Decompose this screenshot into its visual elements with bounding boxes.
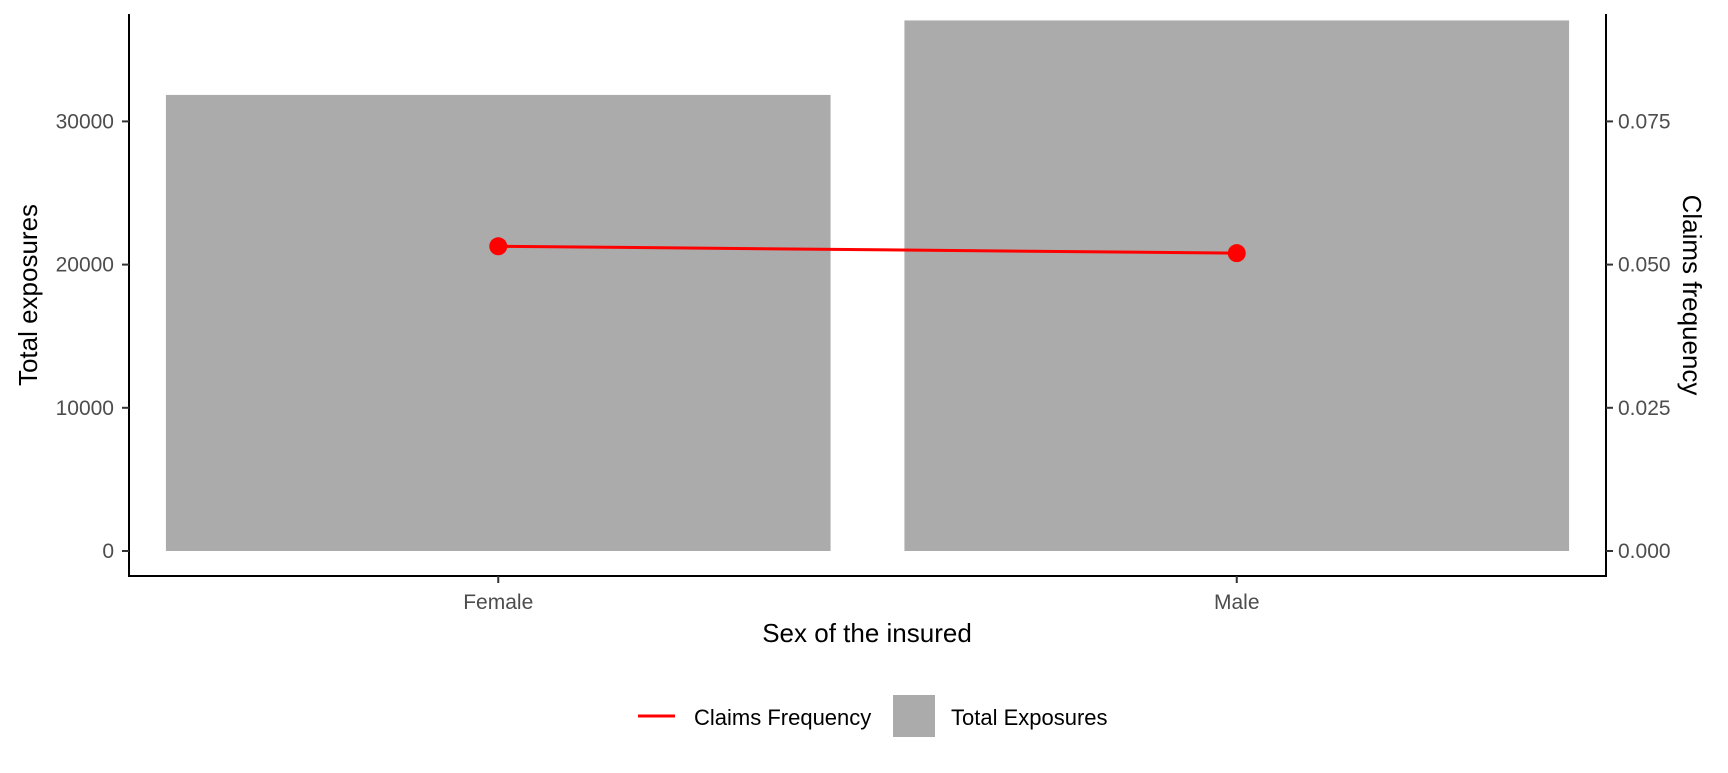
legend-total-exposures-label: Total Exposures [951, 705, 1108, 730]
legend-total-exposures-swatch [893, 695, 935, 737]
left-y-axis-title: Total exposures [13, 204, 43, 386]
x-tick-label: Female [463, 591, 533, 614]
bar-male [904, 20, 1570, 552]
left-y-tick-label: 0 [102, 540, 114, 563]
left-y-tick-label: 20000 [56, 254, 114, 277]
claims-frequency-line [498, 244, 1237, 255]
left-y-ticks: 0 10000 20000 30000 [56, 110, 129, 563]
right-y-ticks: 0.000 0.025 0.050 0.075 [1606, 110, 1671, 563]
right-y-tick-label: 0.075 [1618, 110, 1671, 133]
bars-layer [165, 20, 1570, 552]
left-y-tick-label: 10000 [56, 397, 114, 420]
right-y-tick-label: 0.000 [1618, 540, 1671, 563]
line-layer [489, 237, 1246, 263]
x-axis-title: Sex of the insured [762, 618, 972, 648]
x-ticks: Female Male [463, 576, 1260, 614]
legend-claims-frequency-label: Claims Frequency [694, 705, 871, 730]
left-y-tick-label: 30000 [56, 110, 114, 133]
bar-female [165, 94, 831, 552]
claims-frequency-point-male [1227, 244, 1246, 263]
x-tick-label: Male [1214, 591, 1260, 614]
right-y-tick-label: 0.025 [1618, 397, 1671, 420]
legend: Claims Frequency Total Exposures [638, 695, 1108, 737]
claims-frequency-point-female [489, 237, 508, 256]
right-y-axis-title: Claims frequency [1677, 195, 1707, 396]
right-y-tick-label: 0.050 [1618, 254, 1671, 277]
